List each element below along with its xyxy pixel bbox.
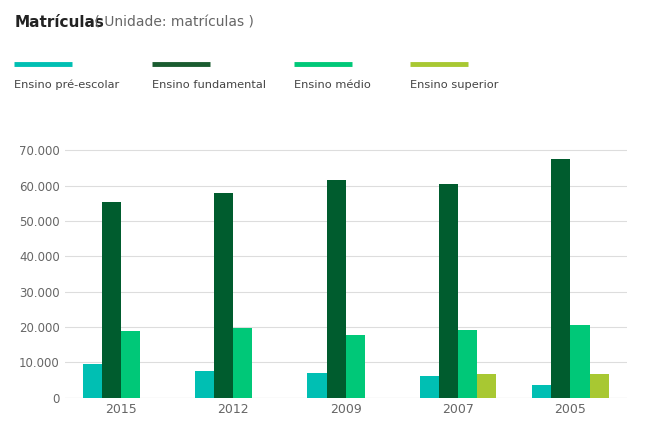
Bar — [346, 335, 365, 398]
Bar — [195, 371, 214, 398]
Bar — [532, 385, 551, 398]
Text: ( Unidade: matrículas ): ( Unidade: matrículas ) — [90, 15, 255, 30]
Bar — [121, 331, 140, 398]
Bar — [590, 374, 609, 398]
Bar — [214, 194, 233, 398]
Bar — [307, 373, 326, 398]
Bar — [420, 376, 439, 398]
Text: Matrículas: Matrículas — [14, 15, 104, 30]
Bar — [458, 330, 477, 398]
Bar — [233, 328, 253, 398]
Bar — [83, 363, 101, 398]
Bar — [439, 184, 458, 398]
Text: Ensino fundamental: Ensino fundamental — [152, 80, 266, 90]
Text: Ensino pré-escolar: Ensino pré-escolar — [14, 80, 120, 90]
Bar — [551, 159, 570, 398]
Text: Ensino médio: Ensino médio — [294, 80, 371, 90]
Bar — [326, 180, 346, 398]
Bar — [101, 202, 121, 398]
Text: Ensino superior: Ensino superior — [410, 80, 499, 90]
Bar — [477, 374, 496, 398]
Bar — [570, 325, 590, 398]
